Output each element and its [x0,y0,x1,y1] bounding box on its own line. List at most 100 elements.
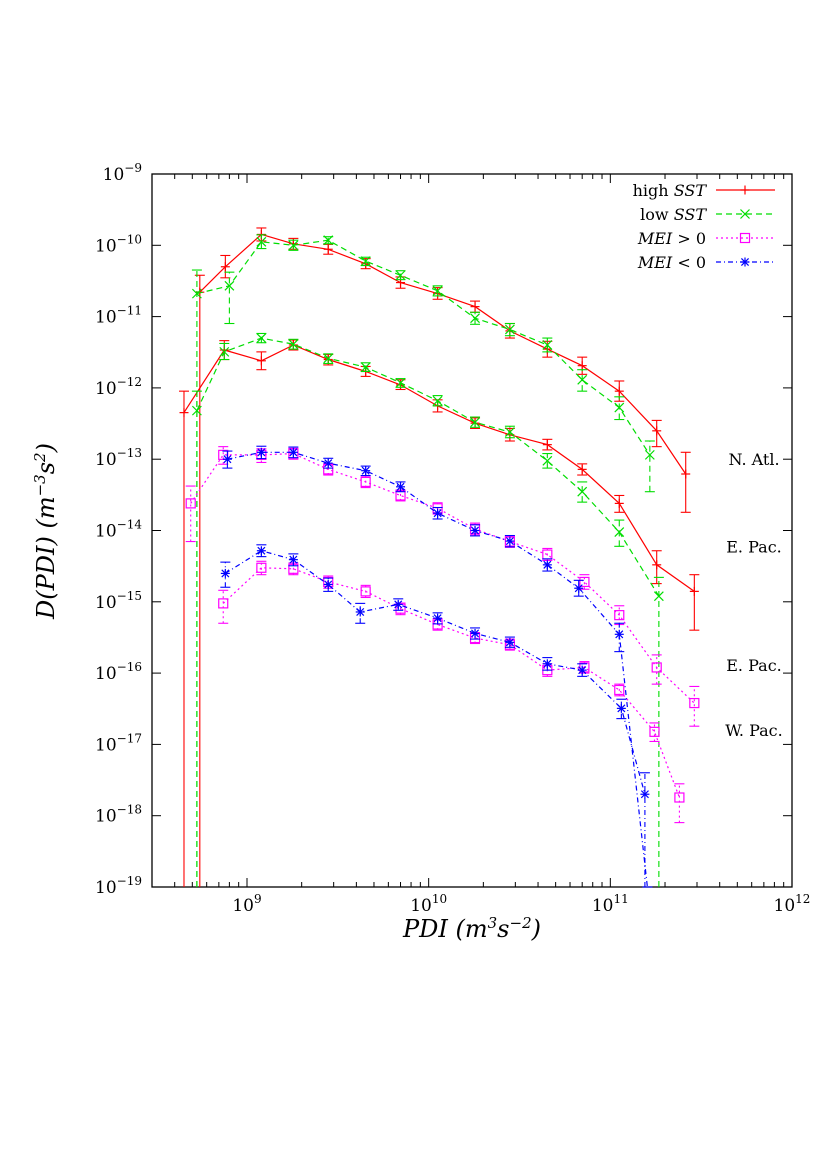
data-point [323,579,333,589]
data-point [288,447,298,457]
data-point [393,599,403,609]
error-bar [680,451,691,513]
y-tick-label: 10−13 [95,446,142,470]
y-tick-label: 10−16 [95,660,142,684]
data-point [256,333,267,343]
error-bar [219,342,230,361]
error-bar [185,485,196,543]
data-point [504,324,515,335]
data-point [432,395,443,406]
series-layer [178,227,700,888]
data-point [323,235,334,246]
y-tick-label: 10−12 [95,375,142,399]
region-labels: N. Atl. E. Pac. E. Pac. W. Pac. [725,450,782,740]
data-point [288,339,299,350]
data-point [220,568,230,578]
error-bar [614,519,625,547]
data-point [577,486,588,497]
region-label: N. Atl. [728,450,779,469]
error-bar [504,322,515,337]
data-point [360,586,371,597]
data-point [288,555,298,565]
data-point [614,402,625,413]
data-point [542,440,552,450]
data-point [504,427,515,438]
error-bar [674,783,685,824]
data-point [653,591,664,602]
series-line [222,567,680,798]
data-point [614,684,625,696]
y-tick-label: 10−15 [95,589,142,613]
data-point [191,405,202,416]
y-tick-label: 10−17 [95,731,142,755]
error-bar [579,574,590,590]
data-point [681,469,691,479]
axis-ticks [151,173,793,888]
data-point [218,598,229,609]
series-line [196,239,651,456]
data-point [288,240,299,251]
data-point [395,270,406,281]
data-point [652,426,662,436]
y-tick-label: 10−9 [103,161,142,185]
data-point [505,536,515,546]
data-point [224,280,235,291]
series-7 [218,560,685,824]
series-4 [191,332,664,887]
data-point [220,262,230,272]
series-line [196,337,660,597]
data-point [614,527,625,538]
error-bar [355,602,366,624]
data-point [470,417,480,428]
data-point [396,482,406,492]
y-tick-label: 10−18 [95,803,142,827]
data-point [577,464,587,474]
x-tick-label: 1012 [774,892,811,916]
data-point [616,703,626,713]
data-point [433,508,443,518]
y-tick-label: 10−14 [95,518,142,542]
data-point [640,789,650,799]
data-point [256,236,267,247]
legend: high SST low SST MEI > 0 MEI < 0 [633,181,775,272]
data-point [542,560,552,570]
data-point [689,586,699,596]
data-point [614,610,625,621]
data-point [542,455,553,466]
data-point [360,362,371,373]
error-bar [178,390,189,887]
error-bar [616,698,627,720]
data-point [323,353,334,364]
data-point [470,313,480,324]
data-point [355,607,365,617]
data-point [651,662,662,673]
error-bar [542,453,553,469]
data-point [179,408,189,418]
data-point [542,340,553,350]
data-point [614,498,624,508]
data-point [360,256,371,267]
data-point [256,447,266,457]
y-tick-label: 10−19 [95,874,142,898]
data-point [674,792,685,803]
series-8 [220,544,650,887]
series-3 [178,339,700,887]
x-tick-label: 1011 [592,892,629,916]
data-point [222,454,232,464]
data-point [614,386,624,396]
data-point [577,361,587,371]
data-point [323,244,333,254]
data-point [361,466,371,476]
data-point [579,576,590,588]
data-point [185,498,196,509]
legend-label: MEI < 0 [637,253,706,272]
data-point [614,629,624,639]
error-bar [191,390,202,887]
data-point [470,628,480,638]
data-point [433,613,443,623]
error-bar [218,446,229,465]
data-point [323,458,333,468]
y-tick-label: 10−11 [95,304,142,328]
error-bar [256,234,267,250]
